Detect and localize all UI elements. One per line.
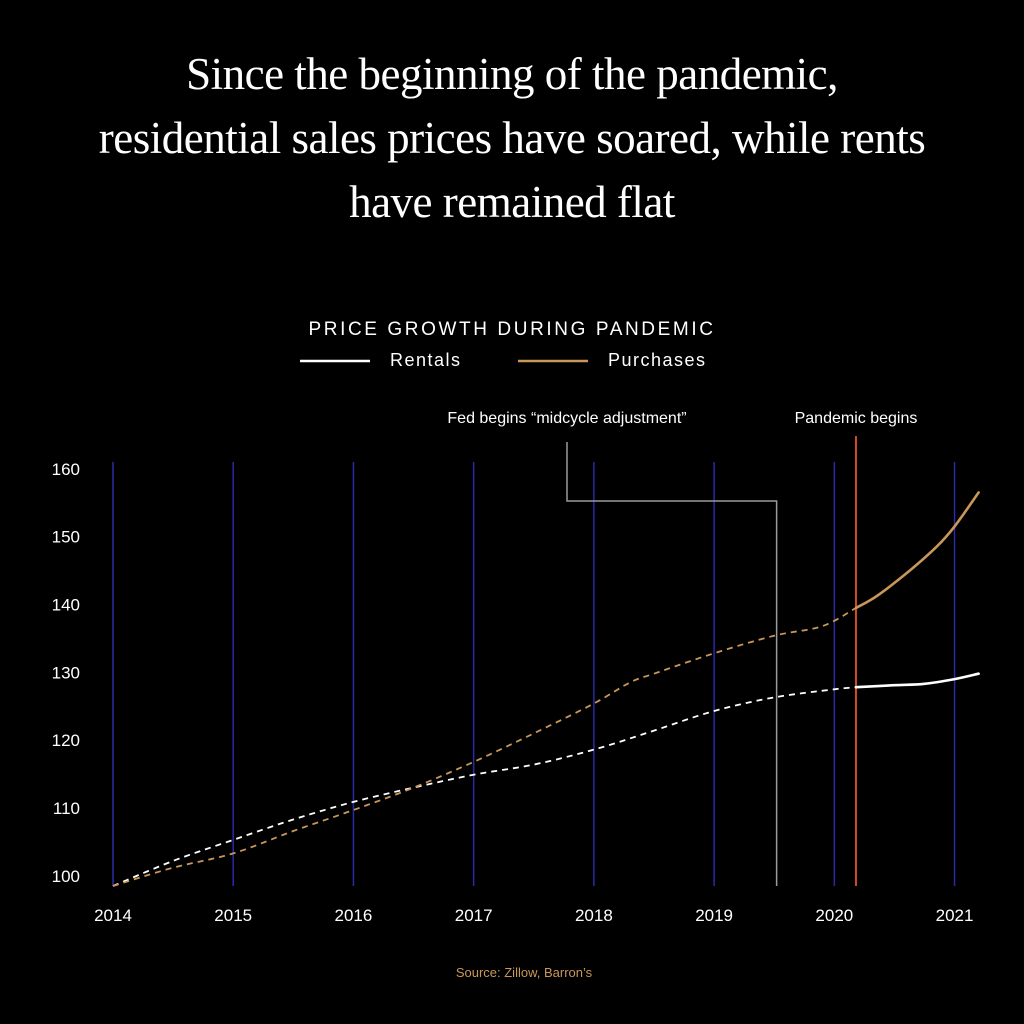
fed-annotation-label: Fed begins “midcycle adjustment” [447, 410, 686, 427]
source-note: Source: Zillow, Barron’s [456, 965, 593, 980]
x-tick-label-2020: 2020 [815, 906, 853, 925]
x-tick-label-2017: 2017 [455, 906, 493, 925]
gridlines [112, 462, 956, 886]
series-line-rentals-dashed [112, 686, 857, 887]
y-tick-label-120: 120 [52, 731, 80, 750]
y-axis: 100 110 120 130 140 150 160 [52, 460, 80, 886]
fed-marker-line [566, 442, 778, 886]
legend: Rentals Purchases [300, 350, 707, 370]
headline: Since the beginning of the pandemic, res… [40, 42, 984, 234]
y-tick-label-140: 140 [52, 595, 80, 614]
y-tick-label-150: 150 [52, 528, 80, 547]
x-tick-label-2014: 2014 [94, 906, 132, 925]
y-tick-label-100: 100 [52, 867, 80, 886]
x-tick-label-2015: 2015 [214, 906, 252, 925]
legend-label-rentals: Rentals [390, 350, 462, 370]
legend-label-purchases: Purchases [608, 350, 707, 370]
series-lines [112, 491, 980, 887]
annotations: Fed begins “midcycle adjustment” Pandemic… [447, 410, 917, 886]
y-tick-label-110: 110 [53, 799, 80, 818]
headline-line-1: Since the beginning of the pandemic, [186, 49, 838, 99]
headline-line-2: residential sales prices have soared, wh… [98, 113, 926, 163]
headline-line-3: have remained flat [349, 177, 675, 227]
chart-title: PRICE GROWTH DURING PANDEMIC [308, 319, 715, 340]
series-line-purchases-dashed [112, 607, 857, 887]
series-line-rentals-solid [854, 672, 980, 689]
y-tick-label-160: 160 [52, 460, 80, 479]
y-tick-label-130: 130 [52, 663, 80, 682]
series-line-purchases-solid [854, 491, 980, 610]
pandemic-annotation-label: Pandemic begins [795, 410, 918, 427]
x-tick-label-2019: 2019 [695, 906, 733, 925]
x-tick-label-2021: 2021 [936, 906, 974, 925]
x-tick-label-2018: 2018 [575, 906, 613, 925]
x-tick-label-2016: 2016 [335, 906, 373, 925]
x-axis: 2014 2015 2016 2017 2018 2019 2020 2021 [94, 906, 973, 925]
